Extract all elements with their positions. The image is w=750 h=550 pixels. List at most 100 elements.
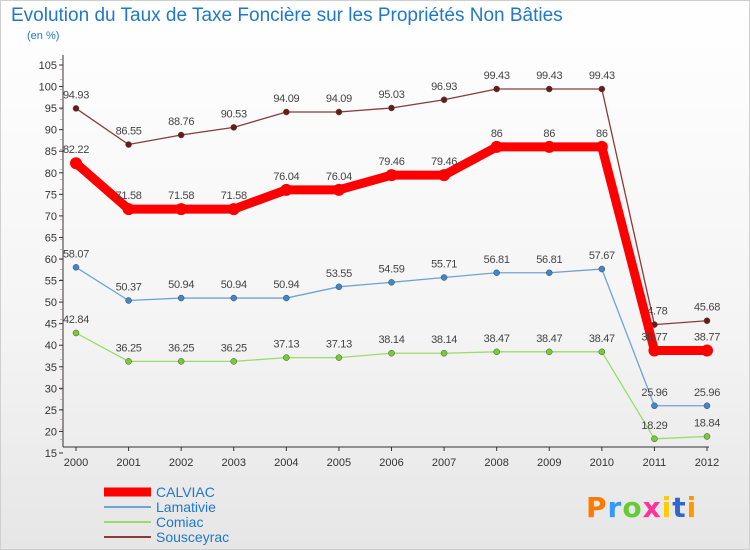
logo-letter: i xyxy=(661,491,673,524)
data-point-sousceyrac xyxy=(72,105,80,112)
data-point-lamativie xyxy=(703,402,711,410)
data-point-lamativie xyxy=(651,402,658,410)
data-point-calviac xyxy=(175,203,188,216)
data-label: 38.77 xyxy=(641,332,667,344)
data-label: 94.09 xyxy=(326,93,352,105)
data-point-lamativie xyxy=(546,269,553,277)
data-label: 56.81 xyxy=(536,254,562,266)
data-point-calviac xyxy=(543,140,556,153)
data-point-sousceyrac xyxy=(177,131,185,139)
data-point-lamativie xyxy=(283,294,290,302)
x-tick-label: 2004 xyxy=(274,457,298,469)
data-point-comiac xyxy=(703,433,711,440)
data-label: 99.43 xyxy=(589,70,615,82)
legend-label-sousceyrac: Sousceyrac xyxy=(156,529,229,545)
x-tick-label: 2002 xyxy=(169,457,193,469)
data-point-calviac xyxy=(490,140,503,153)
data-label: 53.55 xyxy=(326,268,352,280)
x-tick-label: 2009 xyxy=(537,457,561,469)
data-label: 38.14 xyxy=(378,334,404,346)
y-tick-label: 15 xyxy=(45,448,57,460)
data-label: 50.94 xyxy=(273,279,299,291)
data-point-calviac xyxy=(385,169,398,182)
data-point-lamativie xyxy=(388,279,395,286)
data-label: 96.93 xyxy=(431,81,457,93)
data-label: 90.53 xyxy=(221,108,247,120)
y-tick-label: 90 xyxy=(45,125,57,137)
data-point-lamativie xyxy=(177,294,185,302)
data-label: 57.67 xyxy=(589,250,615,262)
data-point-comiac xyxy=(335,354,343,361)
legend-label-comiac: Comiac xyxy=(156,514,203,530)
data-label: 58.07 xyxy=(63,248,89,260)
data-label: 38.77 xyxy=(694,332,720,344)
data-label: 37.13 xyxy=(326,339,352,351)
data-label: 79.46 xyxy=(431,156,457,168)
data-point-calviac xyxy=(227,203,240,216)
data-point-comiac xyxy=(72,329,80,337)
y-tick-label: 105 xyxy=(39,60,57,72)
data-label: 71.58 xyxy=(221,190,247,202)
y-tick-label: 40 xyxy=(45,340,57,352)
data-point-comiac xyxy=(230,358,237,365)
data-label: 55.71 xyxy=(431,258,457,270)
data-point-comiac xyxy=(493,348,500,356)
data-label: 86 xyxy=(543,128,555,140)
data-point-calviac xyxy=(701,344,713,357)
y-tick-label: 30 xyxy=(45,383,57,395)
data-label: 50.94 xyxy=(168,279,194,291)
y-tick-label: 95 xyxy=(45,103,57,115)
data-point-lamativie xyxy=(72,264,80,271)
data-point-calviac xyxy=(122,203,135,216)
data-label: 45.68 xyxy=(694,302,720,314)
data-point-calviac xyxy=(648,344,661,357)
data-point-comiac xyxy=(177,358,185,365)
data-label: 76.04 xyxy=(273,171,299,183)
data-point-lamativie xyxy=(230,294,237,302)
data-point-comiac xyxy=(388,349,395,357)
logo-letter: o xyxy=(622,491,643,524)
logo-letter: P xyxy=(586,491,608,524)
data-label: 86.55 xyxy=(116,126,142,138)
data-label: 76.04 xyxy=(326,171,352,183)
x-tick-label: 2001 xyxy=(116,457,140,469)
data-label: 86 xyxy=(491,128,503,140)
data-point-comiac xyxy=(546,348,553,356)
y-tick-label: 100 xyxy=(39,82,57,94)
data-label: 71.58 xyxy=(116,190,142,202)
data-label: 88.76 xyxy=(168,116,194,128)
data-label: 94.93 xyxy=(63,89,89,101)
data-point-calviac xyxy=(70,157,82,170)
logo-letter: i xyxy=(686,491,698,524)
data-label: 38.14 xyxy=(431,334,457,346)
data-point-comiac xyxy=(440,349,448,357)
x-tick-label: 2006 xyxy=(379,457,403,469)
data-point-lamativie xyxy=(440,274,448,281)
x-tick-label: 2010 xyxy=(590,457,614,469)
data-point-sousceyrac xyxy=(440,96,448,104)
data-label: 25.96 xyxy=(641,387,667,399)
data-label: 79.46 xyxy=(378,156,404,168)
legend-label-calviac: CALVIAC xyxy=(156,484,215,500)
data-label: 38.47 xyxy=(536,333,562,345)
y-tick-label: 25 xyxy=(45,405,57,417)
unit-label: (en %) xyxy=(27,30,60,42)
data-label: 99.43 xyxy=(536,70,562,82)
data-point-sousceyrac xyxy=(283,108,290,116)
data-point-comiac xyxy=(125,358,132,365)
data-label: 25.96 xyxy=(694,387,720,399)
y-tick-label: 45 xyxy=(45,319,57,331)
data-point-sousceyrac xyxy=(335,108,343,116)
logo-letter: t xyxy=(672,491,687,524)
data-point-sousceyrac xyxy=(703,317,711,324)
x-tick-label: 2005 xyxy=(327,457,351,469)
data-point-sousceyrac xyxy=(493,85,500,93)
data-label: 36.25 xyxy=(221,342,247,354)
data-label: 86 xyxy=(596,128,608,140)
data-point-lamativie xyxy=(598,265,606,273)
data-point-calviac xyxy=(595,140,608,153)
data-point-sousceyrac xyxy=(388,104,395,112)
y-tick-label: 85 xyxy=(45,146,57,158)
